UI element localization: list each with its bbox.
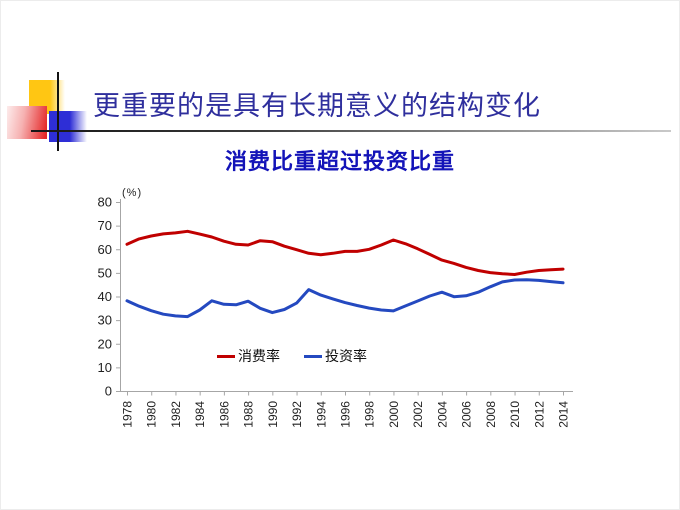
y-tick-label: 20	[98, 336, 112, 351]
title-underline	[31, 130, 671, 132]
x-tick-label: 1980	[145, 401, 159, 428]
y-tick-label: 10	[98, 360, 112, 375]
consumption-rate-line	[125, 229, 565, 276]
y-tick-label: 80	[98, 195, 112, 210]
y-tick-label: 40	[98, 289, 112, 304]
x-tick-label: 2004	[435, 401, 449, 428]
x-tick-label: 1994	[314, 401, 328, 428]
x-tick-label: 1984	[193, 401, 207, 428]
y-axis-unit-label: (%)	[122, 187, 143, 199]
x-tick-label: 1982	[169, 401, 183, 428]
x-tick-label: 2000	[387, 401, 401, 428]
chart-title: 消费比重超过投资比重	[224, 149, 455, 174]
y-tick-label: 70	[98, 218, 112, 233]
x-tick-label: 2006	[460, 401, 474, 428]
x-tick-label: 2014	[556, 401, 570, 428]
y-tick-label: 50	[98, 265, 112, 280]
deco-blue-square	[49, 111, 87, 142]
chart-legend: 消费率 投资率	[217, 346, 367, 366]
x-tick-label: 2010	[508, 401, 522, 428]
y-tick-label: 30	[98, 313, 112, 328]
x-tick-label: 1998	[363, 401, 377, 428]
x-tick-label: 2002	[411, 401, 425, 428]
consumption-legend-label: 消费率	[238, 348, 280, 364]
x-tick-label: 1986	[217, 401, 231, 428]
slide-title: 更重要的是具有长期意义的结构变化	[93, 91, 541, 121]
x-tick-label: 1992	[290, 401, 304, 428]
deco-pink-square	[7, 106, 47, 139]
x-tick-label: 1996	[338, 401, 352, 428]
x-tick-label: 2008	[484, 401, 498, 428]
x-tick-label: 1988	[242, 401, 256, 428]
investment-legend-swatch	[304, 354, 322, 358]
y-tick-label: 60	[98, 242, 112, 257]
x-tick-label: 1990	[266, 401, 280, 428]
deco-vertical-line	[57, 72, 59, 151]
consumption-legend-swatch	[217, 354, 235, 358]
investment-rate-line	[125, 278, 565, 319]
x-tick-label: 1978	[121, 401, 135, 428]
x-tick-label: 2012	[532, 401, 546, 428]
investment-legend-label: 投资率	[325, 348, 367, 364]
y-tick-label: 0	[105, 384, 112, 399]
